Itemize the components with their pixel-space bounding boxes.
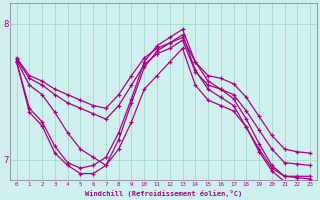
- X-axis label: Windchill (Refroidissement éolien,°C): Windchill (Refroidissement éolien,°C): [85, 190, 242, 197]
